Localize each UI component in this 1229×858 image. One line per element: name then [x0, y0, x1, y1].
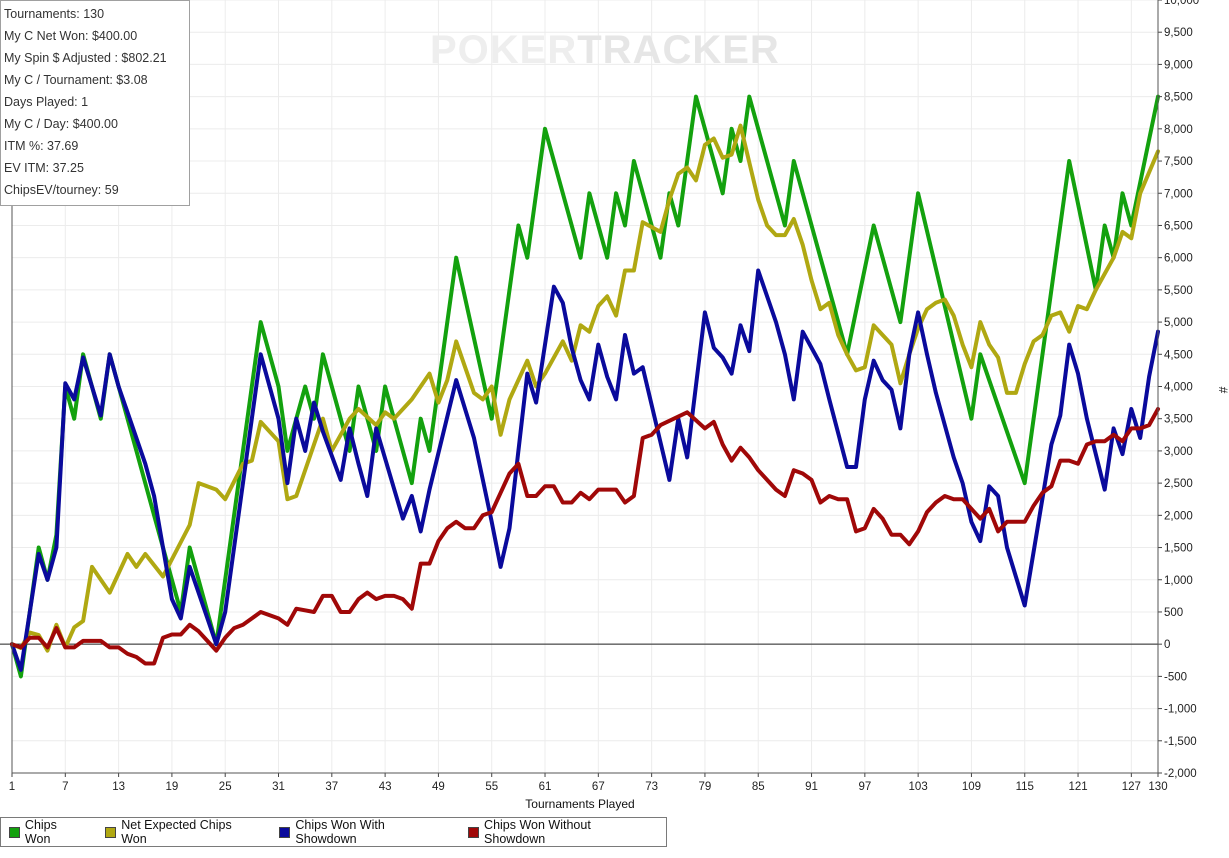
y-tick-label: 1,500 [1164, 543, 1193, 555]
chart-axes: -2,000 -1,500 -1,000 -500 0 500 1,000 1,500 2,00… [9, 0, 1199, 793]
legend-label: Chips Won [24, 818, 57, 846]
y-tick-label: -1,000 [1164, 704, 1197, 716]
legend-item-without-showdown[interactable]: Chips Won Without Showdown [468, 818, 654, 846]
legend-swatch [105, 826, 117, 838]
x-tick-label: 121 [1068, 781, 1087, 793]
y-tick-label: 2,500 [1164, 478, 1193, 490]
legend-item-net-expected[interactable]: Net Expected Chips Won [105, 818, 259, 846]
y-tick-label: 10,000 [1164, 0, 1199, 7]
stat-per-tournament: My C / Tournament: $3.08 [4, 73, 148, 87]
legend-swatch [279, 826, 291, 838]
x-tick-label: 109 [962, 781, 981, 793]
stat-net-won: My C Net Won: $400.00 [4, 29, 138, 43]
y-tick-label: 500 [1164, 607, 1183, 619]
x-tick-label: 55 [485, 781, 498, 793]
pokertracker-watermark: POKERTRACKER [430, 28, 780, 73]
stat-per-day: My C / Day: $400.00 [4, 117, 118, 131]
chart-legend: Chips Won Net Expected Chips Won Chips W… [0, 817, 667, 847]
y-tick-label: 9,500 [1164, 27, 1193, 39]
x-tick-label: 7 [62, 781, 68, 793]
stat-chipsev: ChipsEV/tourney: 59 [4, 183, 119, 197]
x-tick-label: 1 [9, 781, 15, 793]
y-tick-label: 9,000 [1164, 59, 1193, 71]
series-chips-won-with-showdown [10, 268, 1160, 672]
x-tick-label: 97 [858, 781, 871, 793]
watermark-part2: TRACKER [577, 28, 780, 72]
stat-days-played: Days Played: 1 [4, 95, 89, 109]
y-tick-label: -2,000 [1164, 768, 1197, 780]
stat-tournaments: Tournaments: 130 [4, 7, 105, 21]
x-tick-label: 19 [166, 781, 179, 793]
x-tick-label: 130 [1148, 781, 1167, 793]
legend-item-with-showdown[interactable]: Chips Won With Showdown [279, 818, 448, 846]
x-tick-label: 85 [752, 781, 765, 793]
legend-label: Chips Won With Showdown [295, 818, 385, 846]
x-tick-label: 91 [805, 781, 818, 793]
series-lines [10, 94, 1160, 679]
series-net-expected-chips-won [10, 123, 1160, 653]
stats-panel: Tournaments: 130 My C Net Won: $400.00 M… [0, 0, 190, 206]
y-tick-label: 3,000 [1164, 446, 1193, 458]
y-tick-label: 6,500 [1164, 220, 1193, 232]
x-tick-label: 61 [539, 781, 552, 793]
y-tick-label: -1,500 [1164, 736, 1197, 748]
x-tick-label: 31 [272, 781, 285, 793]
legend-swatch [9, 826, 20, 838]
y-tick-label: 7,000 [1164, 188, 1193, 200]
y-axis-title: # [1216, 387, 1229, 394]
y-tick-label: 8,500 [1164, 92, 1193, 104]
stat-spin-adjusted: My Spin $ Adjusted : $802.21 [4, 51, 167, 65]
x-tick-label: 103 [909, 781, 928, 793]
legend-label: Net Expected Chips Won [121, 818, 232, 846]
y-tick-label: 5,500 [1164, 285, 1193, 297]
legend-item-chips-won[interactable]: Chips Won [9, 818, 85, 846]
y-tick-label: 6,000 [1164, 253, 1193, 265]
x-tick-label: 67 [592, 781, 605, 793]
y-tick-label: 0 [1164, 639, 1170, 651]
stat-ev-itm: EV ITM: 37.25 [4, 161, 84, 175]
series-chips-won [10, 94, 1160, 679]
x-axis-title: Tournaments Played [525, 797, 634, 811]
watermark-part1: POKER [430, 28, 578, 72]
y-tick-label: 8,000 [1164, 124, 1193, 136]
y-tick-label: 3,500 [1164, 414, 1193, 426]
series-chips-won-without-showdown [10, 407, 1160, 666]
y-tick-label: 1,000 [1164, 575, 1193, 587]
x-tick-label: 37 [325, 781, 338, 793]
x-tick-label: 13 [112, 781, 125, 793]
stat-itm: ITM %: 37.69 [4, 139, 79, 153]
x-tick-label: 73 [645, 781, 658, 793]
x-tick-label: 49 [432, 781, 445, 793]
legend-label: Chips Won Without Showdown [484, 818, 591, 846]
y-tick-label: 7,500 [1164, 156, 1193, 168]
y-tick-label: 2,000 [1164, 510, 1193, 522]
x-tick-label: 43 [379, 781, 392, 793]
y-tick-label: 5,000 [1164, 317, 1193, 329]
x-tick-label: 79 [699, 781, 712, 793]
x-tick-label: 25 [219, 781, 232, 793]
y-tick-label: 4,500 [1164, 349, 1193, 361]
y-tick-label: 4,000 [1164, 382, 1193, 394]
x-tick-label: 127 [1122, 781, 1141, 793]
x-tick-label: 115 [1016, 781, 1034, 793]
legend-swatch [468, 826, 480, 838]
y-tick-label: -500 [1164, 671, 1187, 683]
